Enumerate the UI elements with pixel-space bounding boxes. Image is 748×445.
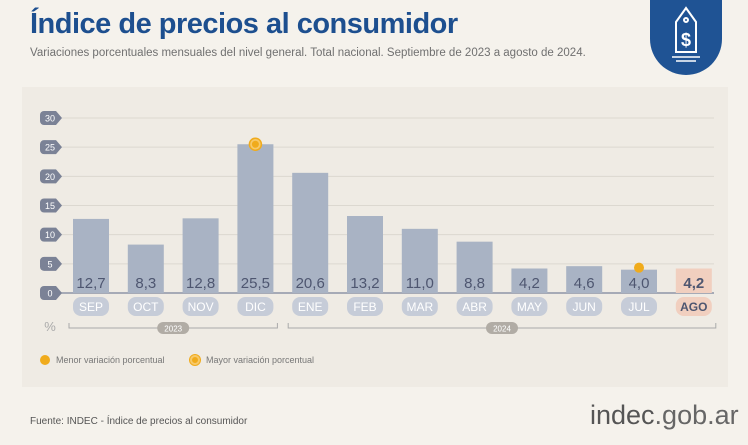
month-label: DIC [245,300,266,314]
year-label: 2023 [164,325,182,334]
page-title: Índice de precios al consumidor [30,8,458,40]
y-tick-badge [40,227,62,242]
month-label: MAY [517,300,542,314]
y-tick-label: 20 [45,172,55,182]
legend-min-label: Menor variación porcentual [56,355,165,365]
source-note: Fuente: INDEC - Índice de precios al con… [30,416,248,427]
month-pill [566,297,603,316]
value-label: 4,0 [629,275,650,292]
bar-oct [127,244,164,293]
brand-main: indec [590,400,655,430]
value-label: 12,8 [186,275,215,292]
svg-text:$: $ [681,30,691,50]
month-pill [347,297,383,316]
y-tick-badge [40,111,62,125]
bar-ene [292,172,329,293]
min-marker-icon [40,355,50,365]
page-subtitle: Variaciones porcentuales mensuales del n… [30,47,586,59]
legend-max-label: Mayor variación porcentual [206,355,315,365]
bar-chart: 0 5 10 15 20 25 30 12,7 SEP 8,3 OCT 12,8 NOV 25,5 DIC 2… [40,111,717,334]
y-tick-badge [40,286,62,300]
max-marker-icon [190,355,200,365]
y-tick-badge [40,169,62,184]
bar-dic [237,144,274,293]
y-tick-badge [40,140,62,155]
month-pill [401,297,438,316]
year-pill [157,322,190,334]
price-tag-logo-icon: $ [650,0,722,75]
month-label: OCT [133,300,159,314]
value-label: 8,3 [135,275,156,292]
value-label: 12,7 [76,275,105,292]
value-label: 4,2 [683,275,704,292]
month-label: NOV [188,300,214,314]
month-pill [456,297,493,316]
month-pill [511,297,548,316]
bar-nov [182,218,219,293]
y-tick-badge [40,198,62,213]
legend-max: Mayor variación porcentual [190,355,314,365]
month-label: MAR [406,300,433,314]
y-tick-label: 15 [45,201,55,211]
value-label: 13,2 [350,275,379,292]
bar-mar [401,228,438,293]
value-label: 4,2 [519,275,540,292]
month-label: JUN [573,300,596,314]
month-label: AGO [680,300,707,314]
y-axis-unit: % [44,319,56,334]
y-tick-label: 30 [45,114,55,124]
month-pill [182,297,219,316]
month-label: SEP [79,300,103,314]
value-label: 20,6 [296,275,325,292]
bar-sep [73,218,109,293]
bar-jun [566,266,603,293]
value-label: 11,0 [406,275,434,292]
month-pill [237,297,274,316]
y-tick-label: 0 [47,289,52,299]
max-marker-core [251,140,259,148]
month-pill [73,297,109,316]
bar-jul [621,269,657,293]
y-tick-badge [40,256,62,271]
y-tick-label: 5 [47,259,52,269]
brand-suffix: .gob.ar [654,400,739,430]
y-tick-label: 25 [45,143,55,153]
year-label: 2024 [493,325,511,334]
month-label: ABR [462,300,487,314]
value-label: 8,8 [464,275,485,292]
bar-abr [456,241,493,293]
month-pill [621,297,657,316]
y-tick-label: 10 [45,230,55,240]
chart-panel: 0 5 10 15 20 25 30 12,7 SEP 8,3 OCT 12,8 NOV 25,5 DIC 2… [22,87,728,387]
bar-may [511,268,548,293]
month-pill [292,297,329,316]
month-label: FEB [353,300,376,314]
month-pill [675,297,712,316]
month-pill [127,297,164,316]
month-label: ENE [298,300,323,314]
value-label: 25,5 [241,275,270,292]
brand-logo: indec.gob.ar [590,400,739,431]
year-pill [486,322,518,334]
legend-min: Menor variación porcentual [40,355,165,365]
min-marker [634,262,644,273]
value-label: 4,6 [574,275,595,292]
month-label: JUL [628,300,650,314]
bar-feb [347,216,383,293]
bar-ago [675,268,712,293]
